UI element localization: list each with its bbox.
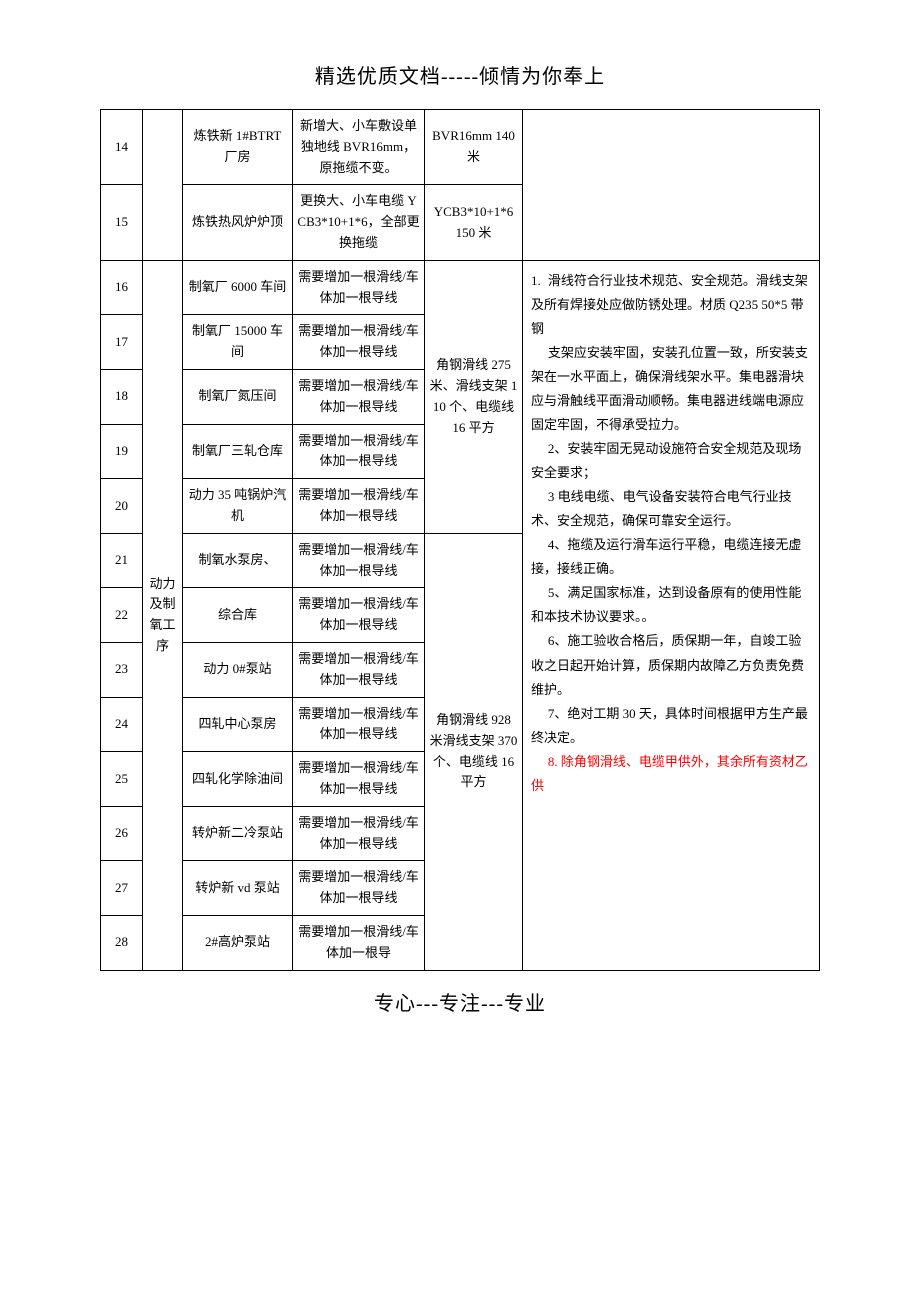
description-cell: 需要增加一根滑线/车体加一根导线 <box>293 424 425 479</box>
table-row: 16 动力及制氧工序 制氧厂 6000 车间 需要增加一根滑线/车体加一根导线 … <box>101 260 820 315</box>
location-cell: 制氧厂 15000 车间 <box>183 315 293 370</box>
row-number: 21 <box>101 533 143 588</box>
description-cell: 需要增加一根滑线/车体加一根导线 <box>293 642 425 697</box>
description-cell: 更换大、小车电缆 YCB3*10+1*6，全部更换拖缆 <box>293 185 425 260</box>
row-number: 18 <box>101 369 143 424</box>
row-number: 14 <box>101 110 143 185</box>
note-item: 4、拖缆及运行滑车运行平稳，电缆连接无虚接，接线正确。 <box>531 533 811 581</box>
description-cell: 需要增加一根滑线/车体加一根导线 <box>293 697 425 752</box>
row-number: 19 <box>101 424 143 479</box>
description-cell: 新增大、小车敷设单独地线 BVR16mm，原拖缆不变。 <box>293 110 425 185</box>
dept-cell: 动力及制氧工序 <box>143 260 183 970</box>
note-text: 支架应安装牢固，安装孔位置一致，所安装支架在一水平面上，确保滑线架水平。集电器滑… <box>531 345 808 432</box>
note-item: 支架应安装牢固，安装孔位置一致，所安装支架在一水平面上，确保滑线架水平。集电器滑… <box>531 341 811 437</box>
notes-cell: 1.滑线符合行业技术规范、安全规范。滑线支架及所有焊接处应做防锈处理。材质 Q2… <box>523 260 820 970</box>
location-cell: 制氧水泵房、 <box>183 533 293 588</box>
table-row: 14 炼铁新 1#BTRT 厂房 新增大、小车敷设单独地线 BVR16mm，原拖… <box>101 110 820 185</box>
note-number: 1. <box>531 269 548 293</box>
location-cell: 制氧厂三轧仓库 <box>183 424 293 479</box>
description-cell: 需要增加一根滑线/车体加一根导线 <box>293 369 425 424</box>
location-cell: 2#高炉泵站 <box>183 915 293 970</box>
note-item: 6、施工验收合格后，质保期一年，自竣工验收之日起开始计算，质保期内故障乙方负责免… <box>531 629 811 701</box>
note-text: 滑线符合行业技术规范、安全规范。滑线支架及所有焊接处应做防锈处理。材质 Q235… <box>531 273 808 336</box>
row-number: 23 <box>101 642 143 697</box>
notes-cell-empty <box>523 110 820 261</box>
row-number: 26 <box>101 806 143 861</box>
material-cell: BVR16mm 140 米 <box>425 110 523 185</box>
note-item: 7、绝对工期 30 天，具体时间根据甲方生产最终决定。 <box>531 702 811 750</box>
description-cell: 需要增加一根滑线/车体加一根导线 <box>293 752 425 807</box>
description-cell: 需要增加一根滑线/车体加一根导线 <box>293 806 425 861</box>
row-number: 20 <box>101 479 143 534</box>
description-cell: 需要增加一根滑线/车体加一根导线 <box>293 315 425 370</box>
location-cell: 动力 0#泵站 <box>183 642 293 697</box>
location-cell: 制氧厂氮压间 <box>183 369 293 424</box>
note-text: 4、拖缆及运行滑车运行平稳，电缆连接无虚接，接线正确。 <box>531 537 801 576</box>
row-number: 25 <box>101 752 143 807</box>
note-item: 2、安装牢固无晃动设施符合安全规范及现场安全要求； <box>531 437 811 485</box>
material-block-cell: 角钢滑线 275 米、滑线支架 110 个、电缆线 16 平方 <box>425 260 523 533</box>
dept-cell-empty <box>143 110 183 261</box>
row-number: 28 <box>101 915 143 970</box>
note-text: 7、绝对工期 30 天，具体时间根据甲方生产最终决定。 <box>531 706 808 745</box>
page-footer: 专心---专注---专业 <box>100 987 820 1016</box>
row-number: 27 <box>101 861 143 916</box>
note-text: 3 电线电缆、电气设备安装符合电气行业技术、安全规范，确保可靠安全运行。 <box>531 489 792 528</box>
location-cell: 炼铁新 1#BTRT 厂房 <box>183 110 293 185</box>
description-cell: 需要增加一根滑线/车体加一根导线 <box>293 533 425 588</box>
location-cell: 动力 35 吨锅炉汽机 <box>183 479 293 534</box>
note-item: 5、满足国家标准，达到设备原有的使用性能和本技术协议要求。。 <box>531 581 811 629</box>
row-number: 16 <box>101 260 143 315</box>
location-cell: 转炉新 vd 泵站 <box>183 861 293 916</box>
location-cell: 四轧化学除油间 <box>183 752 293 807</box>
note-text: 2、安装牢固无晃动设施符合安全规范及现场安全要求； <box>531 441 801 480</box>
row-number: 15 <box>101 185 143 260</box>
location-cell: 转炉新二冷泵站 <box>183 806 293 861</box>
row-number: 17 <box>101 315 143 370</box>
note-text: 8. 除角钢滑线、电缆甲供外，其余所有资材乙供 <box>531 754 808 793</box>
description-cell: 需要增加一根滑线/车体加一根导 <box>293 915 425 970</box>
data-table: 14 炼铁新 1#BTRT 厂房 新增大、小车敷设单独地线 BVR16mm，原拖… <box>100 109 820 971</box>
description-cell: 需要增加一根滑线/车体加一根导线 <box>293 260 425 315</box>
location-cell: 制氧厂 6000 车间 <box>183 260 293 315</box>
note-item: 1.滑线符合行业技术规范、安全规范。滑线支架及所有焊接处应做防锈处理。材质 Q2… <box>531 269 811 341</box>
material-cell: YCB3*10+1*6 150 米 <box>425 185 523 260</box>
note-text: 5、满足国家标准，达到设备原有的使用性能和本技术协议要求。。 <box>531 585 801 624</box>
description-cell: 需要增加一根滑线/车体加一根导线 <box>293 479 425 534</box>
location-cell: 炼铁热风炉炉顶 <box>183 185 293 260</box>
material-block-cell: 角钢滑线 928 米滑线支架 370 个、电缆线 16 平方 <box>425 533 523 970</box>
location-cell: 综合库 <box>183 588 293 643</box>
location-cell: 四轧中心泵房 <box>183 697 293 752</box>
row-number: 24 <box>101 697 143 752</box>
description-cell: 需要增加一根滑线/车体加一根导线 <box>293 861 425 916</box>
note-item: 3 电线电缆、电气设备安装符合电气行业技术、安全规范，确保可靠安全运行。 <box>531 485 811 533</box>
row-number: 22 <box>101 588 143 643</box>
note-text: 6、施工验收合格后，质保期一年，自竣工验收之日起开始计算，质保期内故障乙方负责免… <box>531 633 804 696</box>
note-item-highlight: 8. 除角钢滑线、电缆甲供外，其余所有资材乙供 <box>531 750 811 798</box>
description-cell: 需要增加一根滑线/车体加一根导线 <box>293 588 425 643</box>
page-header: 精选优质文档-----倾情为你奉上 <box>100 60 820 89</box>
